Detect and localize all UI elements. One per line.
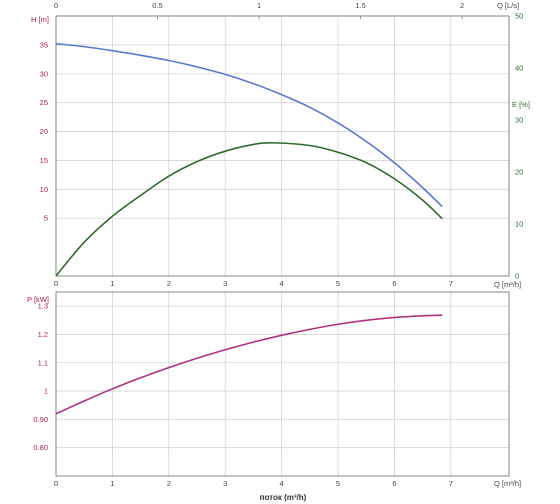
x-tick-label: 3 — [223, 479, 227, 488]
head-curve — [55, 42, 443, 208]
x-tick-label: 1 — [110, 279, 114, 288]
power-tick-label: 0.80 — [33, 443, 48, 452]
power-grid — [56, 292, 509, 476]
power-axis-label: P [kW] — [27, 295, 49, 304]
flow-axis-label-top-chart: Q [m³/h] — [494, 280, 521, 289]
x-tick-label: 5 — [336, 279, 340, 288]
x-tick-label: 0 — [54, 279, 58, 288]
head-axis-label: H [m] — [31, 15, 49, 24]
power-tick-label: 1.1 — [38, 358, 48, 367]
power-curve — [55, 314, 443, 415]
head-tick-label: 20 — [40, 127, 48, 136]
power-plot-frame — [55, 291, 510, 477]
head-tick-label: 5 — [44, 214, 48, 223]
top-flow-tick-label: 1.5 — [355, 1, 365, 10]
head-efficiency-ticks: 0 1 2 3 4 5 6 7 5 10 15 20 25 30 35 0 10 20 30 40 50 0 0.5 1 1.5… — [40, 1, 524, 288]
head-tick-label: 15 — [40, 156, 48, 165]
x-tick-label: 4 — [280, 279, 284, 288]
head-efficiency-plot-frame — [55, 15, 510, 277]
power-ticks: 0 1 2 3 4 5 6 7 0.80 0.90 1 1.1 1.2 1.3 — [33, 302, 452, 488]
x-tick-label: 6 — [392, 279, 396, 288]
x-tick-label: 6 — [392, 479, 396, 488]
top-flow-tick-label: 0 — [54, 1, 58, 10]
power-tick-label: 1.2 — [38, 330, 48, 339]
x-tick-label: 7 — [449, 479, 453, 488]
efficiency-tick-label: 40 — [515, 64, 523, 73]
efficiency-tick-label: 30 — [515, 116, 523, 125]
power-tick-label: 1.3 — [38, 302, 48, 311]
x-tick-label: 2 — [167, 279, 171, 288]
power-tick-label: 0.90 — [33, 415, 48, 424]
head-tick-label: 30 — [40, 69, 48, 78]
efficiency-curve — [55, 142, 443, 277]
top-flow-tick-label: 0.5 — [152, 1, 162, 10]
power-tick-label: 1 — [44, 387, 48, 396]
x-tick-label: 5 — [336, 479, 340, 488]
head-tick-label: 25 — [40, 98, 48, 107]
x-tick-label: 0 — [54, 479, 58, 488]
x-tick-label: 7 — [449, 279, 453, 288]
x-tick-label: 1 — [110, 479, 114, 488]
efficiency-tick-label: 20 — [515, 168, 523, 177]
top-flow-axis-label: Q [L/s] — [497, 1, 519, 10]
efficiency-tick-label: 0 — [515, 272, 519, 281]
efficiency-axis-label: E [%] — [512, 100, 530, 109]
x-tick-label: 4 — [280, 479, 284, 488]
top-flow-tick-label: 1 — [257, 1, 261, 10]
head-tick-label: 35 — [40, 40, 48, 49]
efficiency-tick-label: 50 — [515, 12, 523, 21]
footer-flow-label: поток (m³/h) — [260, 493, 307, 502]
head-efficiency-grid — [56, 16, 509, 276]
flow-axis-label-bottom-chart: Q [m³/h] — [494, 479, 521, 488]
x-tick-label: 2 — [167, 479, 171, 488]
efficiency-tick-label: 10 — [515, 220, 523, 229]
top-flow-tick-label: 2 — [460, 1, 464, 10]
series-layer — [55, 42, 443, 415]
x-tick-label: 3 — [223, 279, 227, 288]
head-tick-label: 10 — [40, 185, 48, 194]
